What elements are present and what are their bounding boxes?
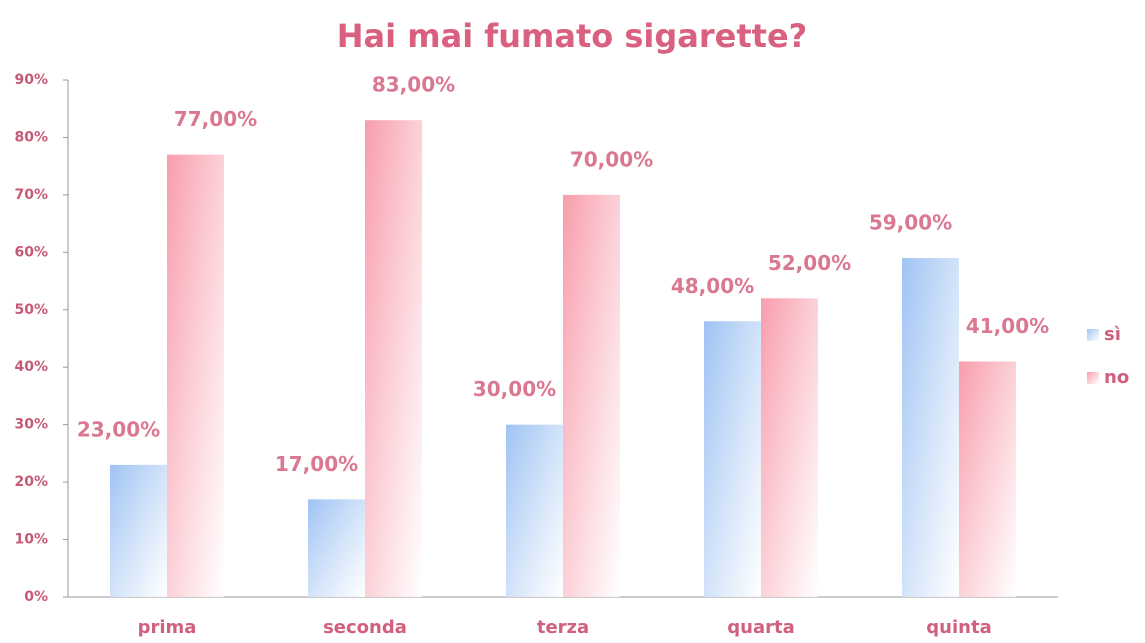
bar [110, 464, 167, 597]
bar [902, 258, 959, 597]
bar [563, 194, 620, 597]
y-tick-label: 30% [14, 417, 48, 433]
y-tick-label: 10% [14, 532, 48, 548]
value-label: 83,00% [372, 73, 455, 97]
y-tick-label: 80% [14, 129, 48, 145]
x-tick-label: quarta [727, 617, 794, 638]
bar [167, 154, 224, 597]
bar [704, 321, 761, 597]
value-label: 59,00% [869, 211, 952, 235]
value-label: 41,00% [966, 314, 1049, 338]
y-tick-label: 50% [14, 302, 48, 318]
value-label: 70,00% [570, 147, 653, 171]
y-tick-label: 40% [14, 359, 48, 375]
bar [365, 120, 422, 597]
legend-swatch [1087, 372, 1099, 384]
x-tick-label: prima [138, 617, 197, 638]
y-tick-label: 0% [24, 589, 48, 605]
value-label: 48,00% [671, 274, 754, 298]
value-label: 17,00% [275, 452, 358, 476]
value-label: 30,00% [473, 377, 556, 401]
legend-swatch [1087, 329, 1099, 341]
y-tick-label: 90% [14, 72, 48, 88]
y-tick-label: 60% [14, 244, 48, 260]
value-label: 23,00% [77, 417, 160, 441]
bar [308, 499, 365, 597]
x-tick-label: terza [537, 617, 589, 638]
x-tick-label: quinta [926, 617, 991, 638]
legend-label: sì [1104, 324, 1121, 345]
y-tick-label: 20% [14, 474, 48, 490]
bar [761, 298, 818, 597]
value-label: 52,00% [768, 251, 851, 275]
chart-title: Hai mai fumato sigarette? [337, 17, 807, 55]
legend-label: no [1104, 367, 1129, 388]
bar [959, 361, 1016, 597]
y-tick-label: 70% [14, 187, 48, 203]
value-label: 77,00% [174, 107, 257, 131]
x-tick-label: seconda [323, 617, 407, 638]
bar [506, 424, 563, 597]
